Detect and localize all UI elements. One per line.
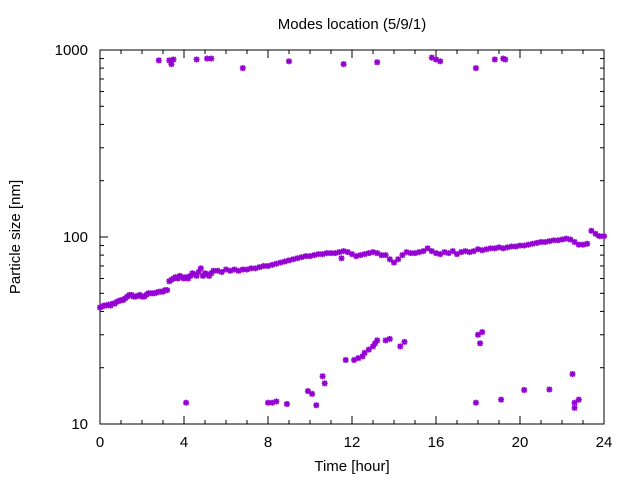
data-point: [309, 390, 316, 397]
axis-ticks: [99, 49, 605, 425]
data-point: [208, 55, 215, 62]
data-point: [420, 248, 427, 255]
data-point: [567, 236, 574, 243]
data-point: [338, 255, 345, 262]
x-tick-label: 4: [180, 434, 188, 451]
y-tick-label: 1000: [55, 42, 88, 59]
data-point: [397, 343, 404, 350]
data-point: [370, 249, 376, 256]
data-point: [437, 58, 444, 65]
data-point: [569, 371, 576, 378]
data-point: [197, 265, 204, 272]
x-tick-label: 12: [344, 434, 361, 451]
data-point: [399, 252, 406, 259]
data-point: [155, 57, 162, 64]
data-point: [319, 373, 326, 380]
chart-title: Modes location (5/9/1): [278, 16, 426, 33]
y-tick-label: 100: [63, 229, 88, 246]
data-point: [571, 239, 578, 246]
data-point: [313, 402, 320, 409]
data-point: [559, 236, 565, 243]
x-tick-label: 20: [512, 434, 529, 451]
plot-frame: [99, 49, 605, 425]
data-point: [304, 388, 311, 395]
data-point: [321, 380, 328, 387]
data-point: [601, 233, 607, 240]
data-point: [472, 399, 479, 406]
y-tick-labels: 10 100 1000: [55, 42, 88, 433]
x-axis-label: Time [hour]: [314, 458, 389, 475]
data-point: [475, 331, 481, 338]
x-tick-label: 8: [264, 434, 272, 451]
data-point: [424, 245, 431, 252]
data-point: [283, 400, 290, 407]
data-point: [183, 399, 190, 406]
data-point: [193, 56, 200, 63]
data-point: [563, 235, 570, 242]
x-tick-labels: 0 4 8 12 16 20 24: [96, 434, 613, 451]
data-point: [571, 399, 578, 406]
data-point: [248, 265, 255, 272]
data-point: [491, 56, 498, 63]
data-point: [340, 248, 347, 255]
data-point: [286, 58, 292, 65]
data-point: [449, 248, 456, 255]
data-point: [575, 396, 582, 403]
data-points: [97, 54, 607, 411]
data-point: [395, 256, 402, 263]
x-tick-label: 16: [428, 434, 445, 451]
data-point: [521, 386, 528, 393]
data-point: [401, 338, 408, 345]
data-point: [386, 335, 393, 342]
data-point: [580, 241, 586, 248]
data-point: [273, 398, 280, 405]
data-point: [588, 227, 595, 234]
y-axis-label: Particle size [nm]: [7, 180, 24, 294]
data-point: [218, 268, 225, 275]
data-point: [342, 356, 349, 363]
x-tick-label: 0: [96, 434, 104, 451]
data-point: [542, 239, 549, 246]
y-tick-label: 10: [71, 416, 88, 433]
data-point: [479, 329, 486, 336]
x-tick-label: 24: [596, 434, 613, 451]
data-point: [477, 340, 484, 347]
data-point: [239, 65, 246, 72]
data-point: [571, 404, 578, 411]
data-point: [332, 250, 339, 257]
data-point: [502, 56, 509, 63]
data-point: [472, 65, 479, 72]
data-point: [382, 252, 389, 259]
data-point: [164, 287, 171, 294]
data-point: [378, 252, 385, 259]
data-point: [584, 240, 591, 247]
data-point: [546, 386, 553, 393]
data-point: [441, 249, 448, 256]
data-point: [168, 61, 175, 68]
data-point: [170, 56, 177, 63]
data-point: [508, 243, 515, 250]
data-point: [491, 245, 498, 252]
data-point: [498, 396, 505, 403]
data-point: [340, 61, 347, 68]
data-point: [374, 337, 381, 344]
data-point: [374, 59, 381, 66]
